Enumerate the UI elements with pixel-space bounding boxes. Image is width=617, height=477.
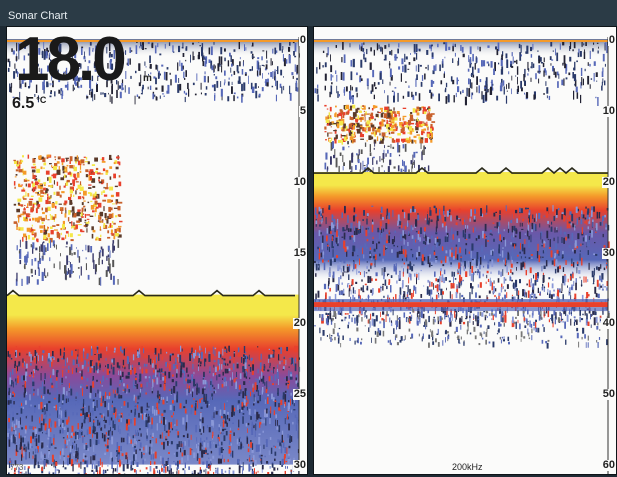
second-return-tail	[314, 307, 608, 312]
sonar-panel-right[interactable]: 0 10 20 30 40 50 60 200kHz	[313, 26, 617, 475]
depth-tick-label: 20	[601, 175, 616, 188]
sonar-plot-left	[7, 37, 301, 474]
depth-tick-label: 5	[298, 104, 307, 117]
temperature-value: 6.5	[12, 95, 35, 112]
sonar-panel-left[interactable]: 18.0 m 6.5 °C 0 5 10 15 20 25 30 773	[6, 26, 308, 475]
noise-speckle	[15, 239, 120, 286]
window-title: Sonar Chart	[8, 10, 68, 22]
corner-readout: 773	[10, 463, 24, 472]
depth-tick-label: 15	[292, 246, 307, 259]
second-return-shadow	[314, 299, 608, 303]
noise-speckle	[7, 41, 300, 105]
surface-line	[314, 40, 608, 42]
fish-school	[13, 154, 123, 244]
depth-tick-label: 60	[601, 459, 616, 471]
sonar-plot-right	[314, 37, 610, 474]
bottom-contour	[7, 289, 295, 297]
depth-tick-label: 50	[601, 388, 616, 401]
fish-school	[324, 104, 436, 145]
depth-tick-label: 0	[607, 34, 616, 46]
depth-tick-label: 30	[601, 246, 616, 259]
frequency-label: 200kHz	[452, 462, 483, 472]
depth-tick-label: 20	[292, 317, 307, 330]
noise-speckle	[314, 205, 610, 330]
depth-unit: m	[143, 73, 152, 84]
depth-readout: 18.0	[15, 26, 127, 94]
depth-tick-label: 25	[292, 388, 307, 401]
temperature-readout: 6.5 °C	[12, 95, 46, 113]
noise-speckle	[7, 345, 301, 474]
second-return	[314, 302, 608, 308]
depth-tick-label: 10	[601, 104, 616, 117]
temperature-unit: °C	[36, 95, 47, 105]
noise-speckle	[314, 41, 610, 106]
depth-tick-label: 0	[298, 34, 307, 46]
surface-line	[7, 40, 299, 42]
title-bar: Sonar Chart	[0, 0, 617, 26]
depth-tick-label: 30	[292, 459, 307, 471]
bottom-contour	[314, 167, 608, 175]
noise-speckle	[314, 309, 610, 349]
depth-tick-label: 10	[292, 175, 307, 188]
depth-tick-label: 40	[601, 317, 616, 330]
